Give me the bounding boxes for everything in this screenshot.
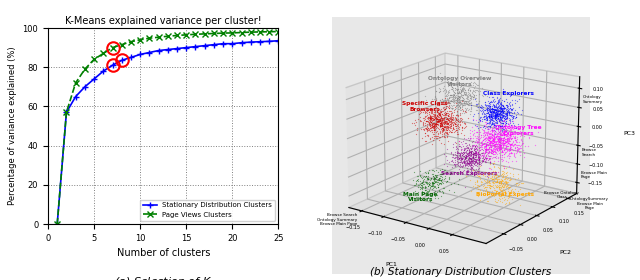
Page Views Clusters xyxy=(173,34,181,37)
Text: (a) Selection of $K$: (a) Selection of $K$ xyxy=(114,275,212,280)
Stationary Distribution Clusters xyxy=(228,42,236,45)
Stationary Distribution Clusters xyxy=(164,48,172,51)
Stationary Distribution Clusters xyxy=(63,111,70,114)
Page Views Clusters xyxy=(63,111,70,114)
Stationary Distribution Clusters xyxy=(191,45,199,48)
Page Views Clusters xyxy=(237,31,245,34)
Stationary Distribution Clusters xyxy=(247,40,255,44)
Page Views Clusters xyxy=(118,43,125,46)
Page Views Clusters xyxy=(145,36,153,40)
Stationary Distribution Clusters xyxy=(182,46,190,49)
Page Views Clusters xyxy=(201,32,209,36)
Page Views Clusters xyxy=(109,46,116,49)
Page Views Clusters xyxy=(164,34,172,38)
Text: (b) Stationary Distribution Clusters: (b) Stationary Distribution Clusters xyxy=(370,267,552,277)
Stationary Distribution Clusters xyxy=(53,222,61,226)
Line: Page Views Clusters: Page Views Clusters xyxy=(54,29,281,227)
Stationary Distribution Clusters xyxy=(256,40,264,43)
Stationary Distribution Clusters xyxy=(275,39,282,43)
Page Views Clusters xyxy=(136,38,144,41)
Page Views Clusters xyxy=(81,67,89,71)
Legend: Stationary Distribution Clusters, Page Views Clusters: Stationary Distribution Clusters, Page V… xyxy=(140,199,275,221)
Stationary Distribution Clusters xyxy=(210,43,218,46)
Page Views Clusters xyxy=(228,31,236,35)
Stationary Distribution Clusters xyxy=(127,56,135,59)
Stationary Distribution Clusters xyxy=(155,49,163,52)
Page Views Clusters xyxy=(72,81,79,85)
Page Views Clusters xyxy=(191,32,199,36)
Stationary Distribution Clusters xyxy=(145,51,153,54)
Y-axis label: PC2: PC2 xyxy=(560,250,572,255)
Stationary Distribution Clusters xyxy=(173,47,181,50)
Page Views Clusters xyxy=(256,30,264,34)
Page Views Clusters xyxy=(127,40,135,43)
X-axis label: PC1: PC1 xyxy=(386,262,397,267)
Stationary Distribution Clusters xyxy=(90,77,98,81)
Page Views Clusters xyxy=(266,30,273,33)
Stationary Distribution Clusters xyxy=(220,42,227,45)
Page Views Clusters xyxy=(210,32,218,35)
Stationary Distribution Clusters xyxy=(81,85,89,88)
Stationary Distribution Clusters xyxy=(266,40,273,43)
Line: Stationary Distribution Clusters: Stationary Distribution Clusters xyxy=(54,38,281,227)
Page Views Clusters xyxy=(53,222,61,226)
Y-axis label: Percentage of variance explained (%): Percentage of variance explained (%) xyxy=(8,47,17,205)
Stationary Distribution Clusters xyxy=(109,64,116,67)
Page Views Clusters xyxy=(182,33,190,37)
Stationary Distribution Clusters xyxy=(136,53,144,56)
Page Views Clusters xyxy=(275,30,282,33)
Stationary Distribution Clusters xyxy=(72,95,79,98)
X-axis label: Number of clusters: Number of clusters xyxy=(116,248,210,258)
Page Views Clusters xyxy=(99,52,107,55)
Title: K-Means explained variance per cluster!: K-Means explained variance per cluster! xyxy=(65,16,262,26)
Stationary Distribution Clusters xyxy=(237,41,245,45)
Page Views Clusters xyxy=(220,31,227,35)
Stationary Distribution Clusters xyxy=(99,69,107,73)
Stationary Distribution Clusters xyxy=(118,59,125,62)
Page Views Clusters xyxy=(90,58,98,61)
Page Views Clusters xyxy=(155,36,163,39)
Stationary Distribution Clusters xyxy=(201,44,209,47)
Page Views Clusters xyxy=(247,31,255,34)
